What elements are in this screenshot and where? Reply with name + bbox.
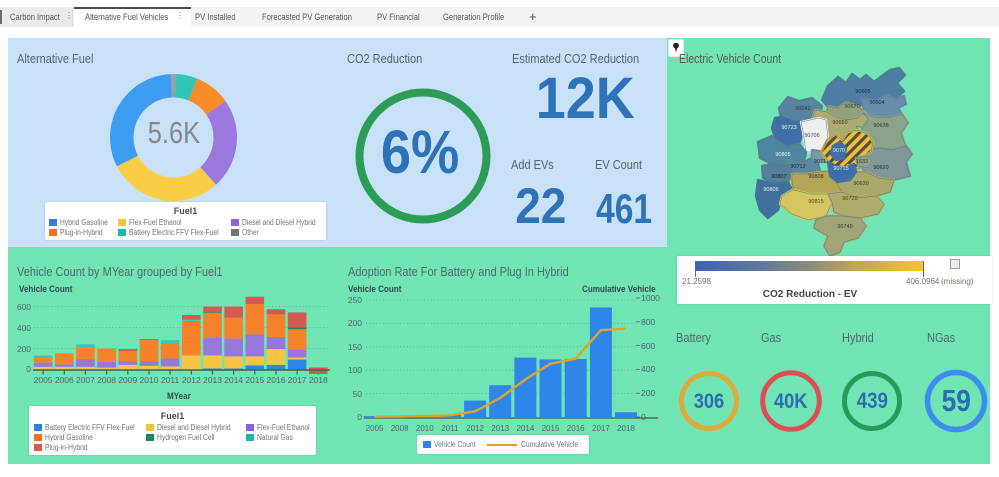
- svg-text:150: 150: [348, 342, 362, 352]
- svg-text:90806: 90806: [763, 187, 778, 193]
- svg-text:2008: 2008: [97, 375, 116, 385]
- svg-text:0: 0: [26, 364, 31, 374]
- svg-text:250: 250: [348, 295, 362, 305]
- svg-text:2012: 2012: [182, 375, 201, 385]
- svg-text:90630: 90630: [853, 181, 868, 187]
- svg-text:2011: 2011: [441, 424, 459, 433]
- svg-text:2010: 2010: [140, 375, 159, 385]
- svg-text:90723: 90723: [781, 125, 796, 131]
- svg-text:90620: 90620: [873, 165, 888, 171]
- svg-text:2011: 2011: [161, 375, 180, 385]
- svg-text:90605: 90605: [855, 89, 870, 95]
- svg-text:2013: 2013: [203, 375, 222, 385]
- svg-text:400: 400: [17, 323, 31, 333]
- svg-text:2013: 2013: [491, 424, 509, 433]
- svg-text:90638: 90638: [873, 123, 888, 129]
- svg-text:2015: 2015: [245, 375, 264, 385]
- svg-text:2009: 2009: [118, 375, 137, 385]
- svg-text:2005: 2005: [366, 424, 384, 433]
- svg-text:2016: 2016: [567, 424, 585, 433]
- svg-text:800: 800: [641, 317, 655, 327]
- svg-text:90712: 90712: [790, 164, 805, 170]
- svg-text:90715: 90715: [833, 166, 848, 172]
- svg-text:50: 50: [353, 389, 363, 399]
- svg-text:200: 200: [641, 388, 655, 398]
- svg-text:2006: 2006: [55, 375, 74, 385]
- svg-text:2014: 2014: [224, 375, 243, 385]
- svg-text:1633: 1633: [856, 159, 868, 165]
- svg-text:90815: 90815: [808, 199, 823, 205]
- svg-text:90706: 90706: [804, 133, 819, 139]
- svg-text:90805: 90805: [775, 152, 790, 158]
- svg-text:2012: 2012: [466, 424, 484, 433]
- svg-text:2017: 2017: [592, 424, 610, 433]
- svg-text:0: 0: [641, 412, 646, 422]
- svg-text:2018: 2018: [309, 375, 328, 385]
- svg-text:2008: 2008: [391, 424, 409, 433]
- svg-text:90720: 90720: [842, 196, 857, 202]
- svg-text:400: 400: [641, 364, 655, 374]
- svg-text:90808: 90808: [808, 174, 823, 180]
- svg-text:9070: 9070: [833, 148, 845, 154]
- svg-text:1000: 1000: [641, 293, 660, 303]
- svg-text:9071: 9071: [814, 159, 826, 165]
- svg-text:90670: 90670: [844, 104, 859, 110]
- svg-text:2016: 2016: [267, 375, 286, 385]
- svg-text:2014: 2014: [517, 424, 535, 433]
- svg-text:90740: 90740: [837, 224, 852, 230]
- svg-text:2015: 2015: [542, 424, 560, 433]
- svg-text:90604: 90604: [869, 100, 884, 106]
- svg-text:200: 200: [348, 318, 362, 328]
- svg-text:200: 200: [17, 344, 31, 354]
- svg-text:90650: 90650: [832, 120, 847, 126]
- svg-text:600: 600: [641, 341, 655, 351]
- svg-text:2017: 2017: [288, 375, 307, 385]
- svg-text:2007: 2007: [76, 375, 95, 385]
- svg-text:0: 0: [357, 412, 362, 422]
- svg-text:90242: 90242: [795, 106, 810, 112]
- svg-text:2010: 2010: [416, 424, 434, 433]
- svg-text:100: 100: [348, 365, 362, 375]
- svg-text:600: 600: [17, 302, 31, 312]
- svg-text:2018: 2018: [617, 424, 635, 433]
- svg-text:2005: 2005: [34, 375, 53, 385]
- svg-text:90807: 90807: [771, 174, 786, 180]
